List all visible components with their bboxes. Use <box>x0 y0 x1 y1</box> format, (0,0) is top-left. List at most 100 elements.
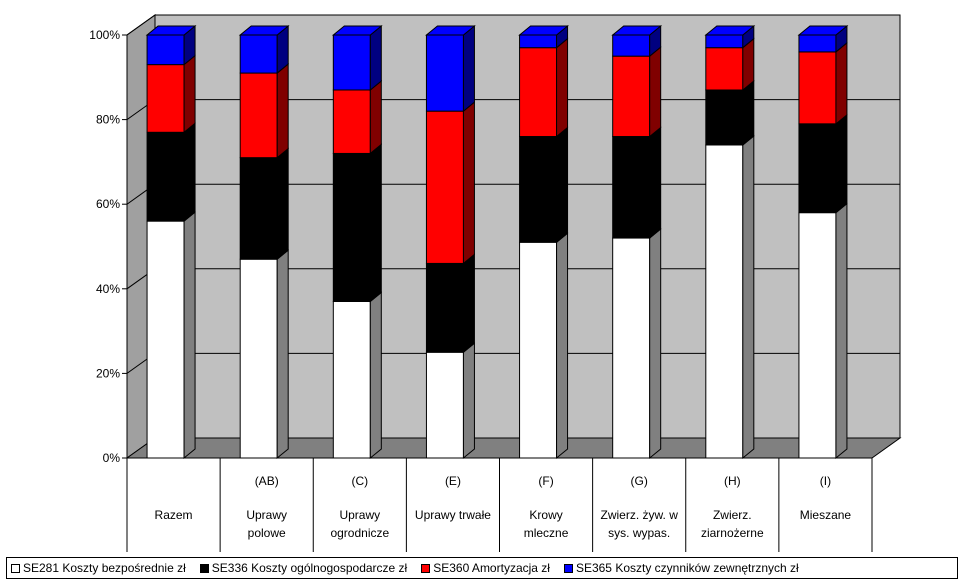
bar-segment <box>332 89 371 154</box>
category-label: Uprawy trwałe <box>415 508 491 522</box>
bar-segment-side <box>556 126 569 244</box>
bar-top <box>145 25 197 36</box>
legend-item: SE336 Koszty ogólnogospodarcze zł <box>199 561 408 575</box>
bar-segment <box>612 136 651 239</box>
category-code: (AB) <box>255 474 279 488</box>
bar-segment <box>798 34 837 53</box>
bar-segment-side <box>183 54 196 134</box>
bar-stack <box>704 24 756 460</box>
y-tick-label: 80% <box>96 113 120 127</box>
bar-segment-side <box>835 202 848 460</box>
category-code: (I) <box>820 474 831 488</box>
category-label-line2: ziarnożerne <box>701 526 764 540</box>
bar-segment-side <box>183 211 196 460</box>
bar-segment <box>519 136 558 243</box>
bar-segment <box>705 89 744 146</box>
y-tick-label: 0% <box>103 451 121 465</box>
bar-segment-side <box>556 37 569 138</box>
bar-top <box>238 25 290 36</box>
bar-segment <box>425 351 464 459</box>
bar-segment <box>425 262 464 353</box>
bar-top <box>425 25 476 36</box>
bar-segment-side <box>462 253 475 354</box>
legend-swatch <box>199 563 209 573</box>
bar-segment-side <box>276 63 289 159</box>
bar-segment-side <box>649 227 662 460</box>
bar-segment <box>612 237 651 459</box>
y-tick-label: 100% <box>89 28 120 42</box>
bar-segment <box>425 110 464 264</box>
bar-segment <box>332 34 371 91</box>
bar-segment <box>705 144 744 459</box>
category-label-line2: ogrodnicze <box>330 526 389 540</box>
bar-stack <box>145 24 197 460</box>
bar-top <box>518 25 569 36</box>
category-label: Krowy <box>529 508 562 522</box>
bar-segment <box>146 64 185 133</box>
bar-segment-side <box>462 342 475 460</box>
legend-swatch <box>11 563 20 573</box>
legend-swatch <box>563 563 573 573</box>
bar-segment <box>705 47 744 91</box>
category-code: (F) <box>538 474 553 488</box>
category-label: Uprawy <box>339 508 380 522</box>
bar-segment <box>612 34 651 57</box>
bar-segment-side <box>742 79 755 147</box>
category-code: (G) <box>631 474 648 488</box>
bar-segment <box>798 51 837 125</box>
legend-label: SE281 Koszty bezpośrednie zł <box>23 561 186 575</box>
y-tick-label: 20% <box>96 366 120 380</box>
bar-segment <box>425 34 464 112</box>
category-label-line2: mleczne <box>524 526 569 540</box>
bar-segment <box>798 123 837 214</box>
bar-segment-side <box>649 46 662 138</box>
bar-segment <box>519 241 558 459</box>
bar-top <box>797 25 849 36</box>
bar-segment-side <box>649 126 662 240</box>
bar-segment-side <box>183 122 196 223</box>
bar-segment <box>519 34 558 49</box>
category-code: (H) <box>724 474 741 488</box>
category-label: Zwierz. żyw. w <box>601 508 679 522</box>
bar-top <box>704 25 756 36</box>
legend: SE281 Koszty bezpośrednie zł SE336 Koszty… <box>6 557 958 579</box>
legend-item: SE360 Amortyzacja zł <box>421 561 550 575</box>
bar-segment <box>239 258 278 459</box>
legend-item: SE365 Koszty czynników zewnętrznych zł <box>563 561 799 575</box>
bar-segment-side <box>276 147 289 261</box>
bar-top <box>331 25 383 36</box>
category-label: Zwierz. <box>713 508 752 522</box>
bar-stack <box>611 24 663 460</box>
bar-segment <box>146 220 185 459</box>
bar-segment-side <box>835 113 848 214</box>
bar-segment-side <box>276 249 289 460</box>
bar-segment <box>239 34 278 74</box>
legend-label: SE365 Koszty czynników zewnętrznych zł <box>575 561 799 575</box>
category-label-line2: sys. wypas. <box>608 526 670 540</box>
category-table: Razem (AB) Uprawy polowe (C) Uprawy ogrodnicze… <box>126 457 873 552</box>
bar-segment <box>239 157 278 260</box>
bar-segment-side <box>462 24 475 113</box>
bar-segment <box>332 300 371 459</box>
bar-segment-side <box>369 79 382 155</box>
legend-label: SE336 Koszty ogólnogospodarcze zł <box>211 561 408 575</box>
bar-segment-side <box>742 134 755 460</box>
bar-segment <box>146 131 185 222</box>
bar-segment <box>239 72 278 159</box>
legend-item: SE281 Koszty bezpośrednie zł <box>11 561 186 575</box>
bar-stack <box>238 24 290 460</box>
y-axis: 0% 20% 40% 60% 80% 100% <box>89 28 128 465</box>
bar-stack <box>518 24 569 460</box>
bar-segment <box>705 34 744 49</box>
bar-top <box>611 25 663 36</box>
category-label: Mieszane <box>800 508 852 522</box>
bar-stack <box>425 24 476 460</box>
category-label: Razem <box>155 508 193 522</box>
bar-segment <box>519 47 558 138</box>
y-tick-label: 40% <box>96 282 120 296</box>
category-code: (C) <box>351 474 368 488</box>
bar-segment-side <box>462 101 475 265</box>
bar-segment <box>146 34 185 66</box>
bar-segment <box>332 152 371 302</box>
category-code: (E) <box>445 474 461 488</box>
